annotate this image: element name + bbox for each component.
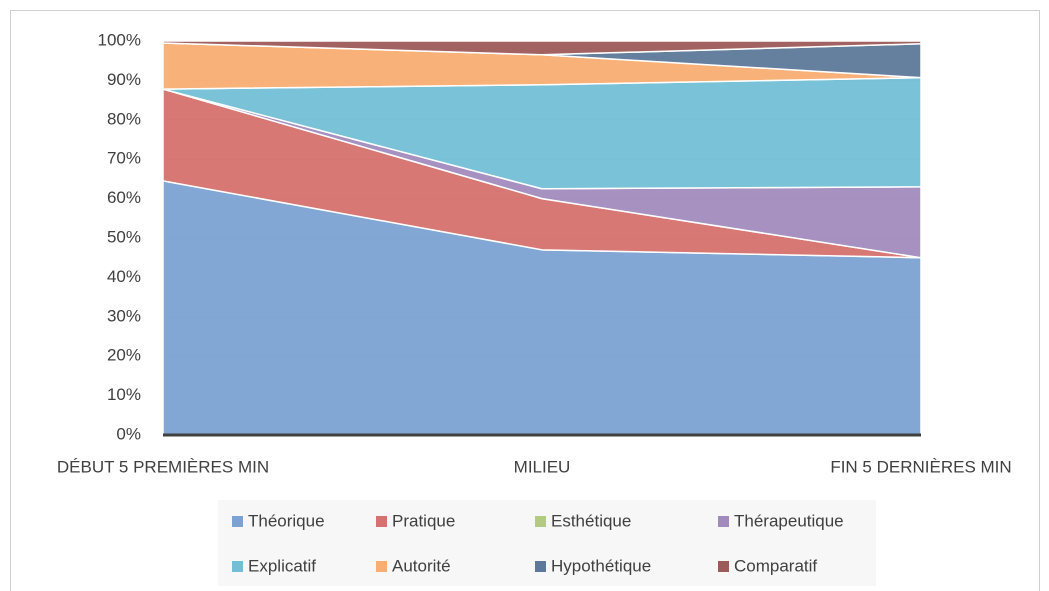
- x-tick-label: MILIEU: [514, 457, 571, 476]
- legend-swatch: [376, 516, 387, 527]
- y-tick-label: 10%: [107, 385, 141, 404]
- legend-swatch: [535, 561, 546, 572]
- area: [162, 40, 922, 56]
- legend-label: Théorique: [248, 511, 325, 530]
- legend-label: Pratique: [392, 511, 455, 530]
- legend-label: Hypothétique: [551, 556, 651, 575]
- legend-swatch: [718, 516, 729, 527]
- legend-label: Autorité: [392, 556, 451, 575]
- legend-label: Comparatif: [734, 556, 817, 575]
- y-tick-label: 20%: [107, 346, 141, 365]
- y-tick-label: 80%: [107, 109, 141, 128]
- x-tick-label: FIN 5 DERNIÈRES MIN: [830, 457, 1011, 476]
- legend-swatch: [376, 561, 387, 572]
- y-tick-label: 30%: [107, 306, 141, 325]
- y-tick-label: 100%: [98, 30, 141, 49]
- legend-label: Explicatif: [248, 556, 316, 575]
- legend-swatch: [535, 516, 546, 527]
- legend-swatch: [232, 516, 243, 527]
- legend-swatch: [232, 561, 243, 572]
- y-tick-label: 70%: [107, 149, 141, 168]
- legend-label: Esthétique: [551, 511, 631, 530]
- legend-swatch: [718, 561, 729, 572]
- y-tick-label: 40%: [107, 267, 141, 286]
- y-tick-label: 50%: [107, 227, 141, 246]
- y-tick-label: 60%: [107, 188, 141, 207]
- legend-box: [218, 500, 876, 586]
- legend-label: Thérapeutique: [734, 511, 844, 530]
- y-tick-label: 90%: [107, 70, 141, 89]
- y-tick-label: 0%: [116, 424, 141, 443]
- x-tick-label: DÉBUT 5 PREMIÈRES MIN: [57, 457, 269, 476]
